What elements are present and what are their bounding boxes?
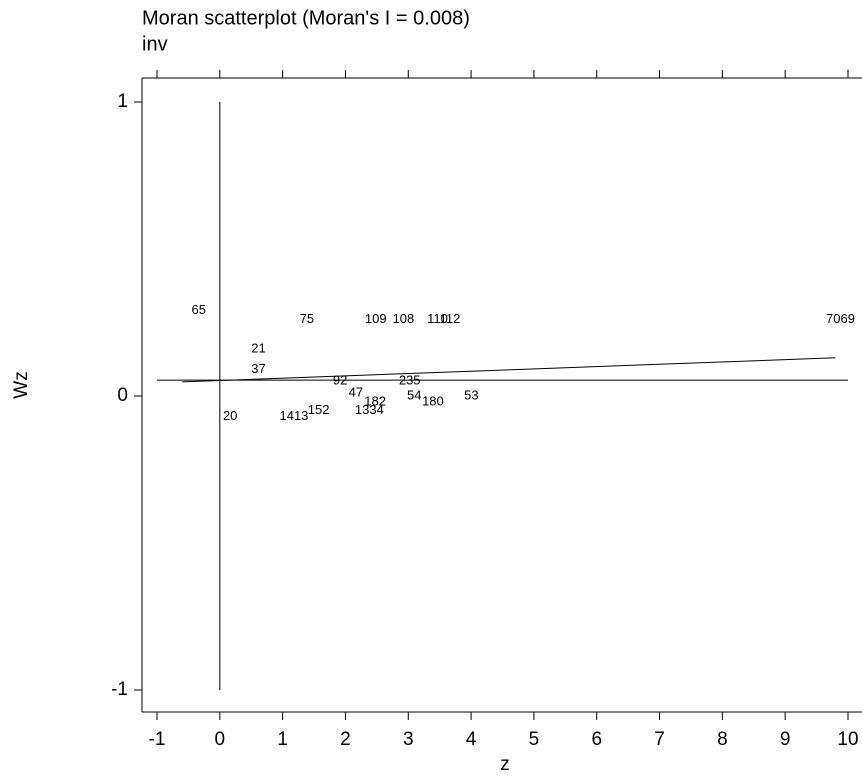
point-label: 235 [399, 373, 421, 388]
point-label: 152 [308, 402, 330, 417]
point-label: 180 [422, 393, 444, 408]
point-label: 53 [464, 387, 478, 402]
point-label: 7069 [826, 311, 855, 326]
point-label: 21 [251, 340, 265, 355]
x-tick-label: 1 [277, 729, 288, 750]
y-axis-label: Wz [11, 371, 32, 398]
x-tick-label: 8 [717, 729, 728, 750]
y-tick-label: 0 [117, 385, 128, 406]
point-label: 109 [365, 311, 387, 326]
point-label: 20 [223, 408, 237, 423]
x-tick-label: 5 [529, 729, 540, 750]
point-label: 1334 [355, 402, 384, 417]
x-tick-label: 2 [340, 729, 351, 750]
point-label: 1413 [279, 408, 308, 423]
x-tick-label: 0 [215, 729, 226, 750]
x-tick-label: 4 [466, 729, 477, 750]
x-tick-label: 6 [591, 729, 602, 750]
x-axis-label: z [500, 754, 510, 775]
fit-line [182, 357, 836, 383]
y-tick-label: 1 [117, 91, 128, 112]
point-label: 108 [393, 311, 415, 326]
x-tick-label: 3 [403, 729, 414, 750]
x-tick-label: 9 [780, 729, 791, 750]
chart-subtitle: inv [142, 33, 168, 55]
point-label: 110 [427, 311, 448, 326]
point-label: 92 [333, 373, 347, 388]
x-tick-label: 10 [837, 729, 858, 750]
point-label: 112 [440, 311, 461, 326]
point-label: 182 [364, 393, 386, 408]
point-label: 75 [300, 311, 314, 326]
y-tick-label: -1 [111, 679, 128, 700]
x-tick-label: 7 [654, 729, 665, 750]
point-label: 47 [349, 384, 363, 399]
chart-title: Moran scatterplot (Moran's I = 0.008) [142, 7, 470, 29]
x-tick-label: -1 [149, 729, 166, 750]
point-label: 54 [407, 387, 421, 402]
point-label: 37 [251, 361, 265, 376]
point-label: 65 [192, 302, 206, 317]
